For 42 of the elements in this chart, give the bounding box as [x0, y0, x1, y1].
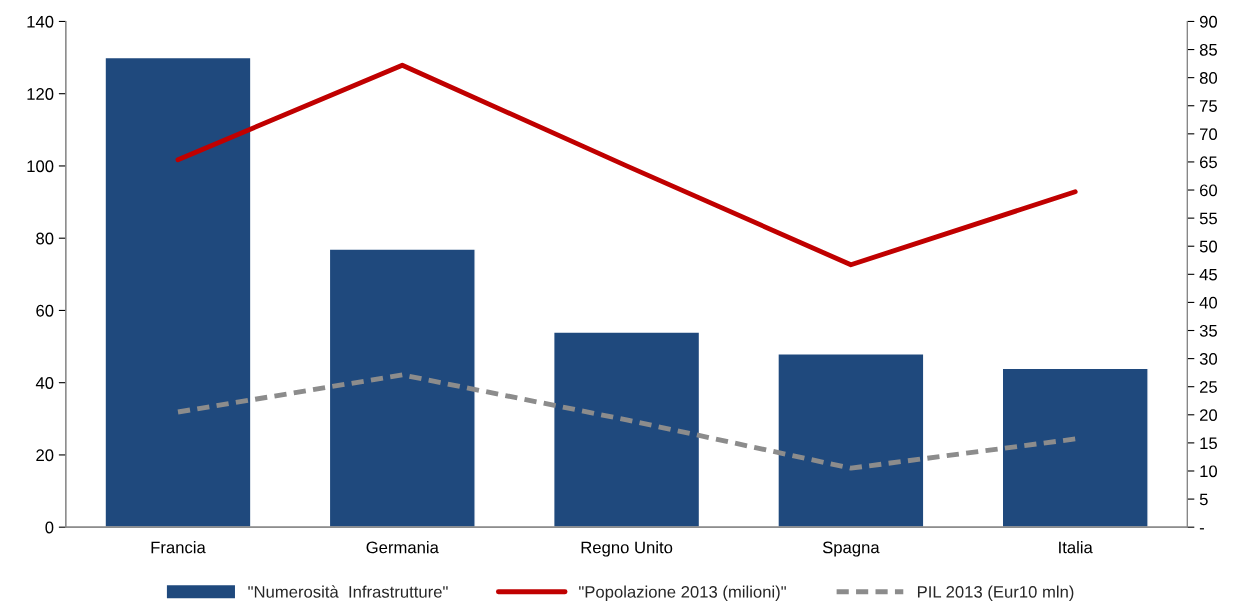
x-tick-label: Regno Unito [581, 541, 673, 557]
bar [1001, 367, 1149, 528]
y-tick-label: 60 [36, 304, 54, 317]
y2-tick-label: 55 [1199, 212, 1217, 225]
y2-tick-label: 60 [1200, 184, 1218, 197]
y2-tick-label: 50 [1199, 240, 1218, 253]
legend-label: "Numerosità Infrastrutture" [248, 585, 448, 598]
y-tick-label: 0 [45, 521, 54, 534]
x-tick-label: Francia [151, 541, 206, 554]
y-tick-label: 140 [27, 15, 54, 28]
y-tick-label: 120 [27, 88, 54, 100]
bar [104, 56, 252, 528]
y2-tick-label: 75 [1200, 100, 1217, 112]
y2-tick-label: 85 [1199, 43, 1217, 56]
y2-tick-label: 10 [1200, 465, 1218, 478]
y2-tick-label: 15 [1200, 437, 1217, 450]
y2-tick-label: 65 [1200, 156, 1217, 169]
y-tick-label: 40 [35, 377, 54, 389]
y2-tick-label: 5 [1199, 493, 1208, 506]
legend-label: PIL 2013 (Eur10 mln) [917, 585, 1074, 602]
bar [777, 353, 925, 528]
y-tick-label: 100 [27, 160, 54, 173]
x-tick-label: Germania [366, 541, 439, 554]
y2-tick-label: - [1199, 528, 1204, 530]
y2-tick-label: 35 [1199, 324, 1217, 337]
y2-tick-label: 30 [1199, 353, 1218, 365]
line-series [175, 62, 1078, 268]
x-tick-label: Spagna [822, 541, 880, 557]
y2-tick-label: 40 [1199, 296, 1218, 309]
bar [552, 331, 701, 528]
x-tick-label: Italia [1059, 541, 1093, 554]
y2-tick-label: 20 [1200, 409, 1218, 421]
y2-tick-label: 80 [1199, 72, 1218, 84]
y2-tick-label: 90 [1199, 15, 1218, 28]
y-tick-label: 80 [36, 232, 54, 245]
y-tick-label: 20 [36, 449, 54, 462]
legend-label: "Popolazione 2013 (milioni)" [579, 585, 786, 602]
y2-tick-label: 25 [1200, 381, 1217, 393]
y2-tick-label: 45 [1199, 268, 1217, 281]
bar [328, 248, 476, 528]
y2-tick-label: 70 [1200, 128, 1218, 141]
line-series [175, 372, 1078, 471]
